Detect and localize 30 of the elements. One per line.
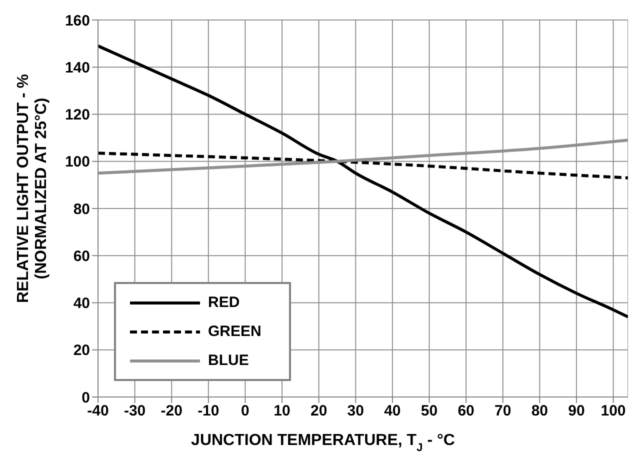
x-tick-label: -30 [124,402,146,420]
x-tick-label: 0 [241,402,250,420]
legend-label: RED [208,294,240,311]
x-axis-title: JUNCTION TEMPERATURE, T$_{J}$ - °C [191,432,456,454]
x-tick-label: 50 [420,402,438,420]
y-tick-label: 100 [64,154,90,171]
x-tick-label: -20 [160,402,182,420]
x-tick-label: 100 [600,402,626,420]
x-tick-label: 90 [568,402,585,420]
y-tick-label: 40 [73,295,90,312]
y-tick-label: 160 [64,12,90,30]
y-axis-title: RELATIVE LIGHT OUTPUT - % (NORMALIZED AT 25°C) [15,74,50,304]
x-tick-label: -40 [87,402,109,420]
x-tick-label: 70 [494,402,512,420]
x-tick-label: 10 [274,402,290,420]
legend-label: GREEN [208,323,262,340]
y-tick-label: 20 [73,342,90,360]
legend-label: BLUE [208,352,249,369]
x-tick-label: 80 [531,402,548,420]
x-tick-label: 30 [347,402,364,420]
x-tick-label: -10 [198,402,220,420]
y-tick-label: 60 [73,248,90,265]
y-tick-label: 80 [73,200,90,218]
y-tick-label: 0 [82,389,90,406]
y-tick-label: 140 [64,59,90,76]
x-tick-label: 20 [310,402,328,420]
x-tick-label: 40 [384,402,401,420]
line-series [98,44,628,318]
x-tick-label: 60 [458,402,474,420]
y-tick-label: 120 [64,106,90,124]
